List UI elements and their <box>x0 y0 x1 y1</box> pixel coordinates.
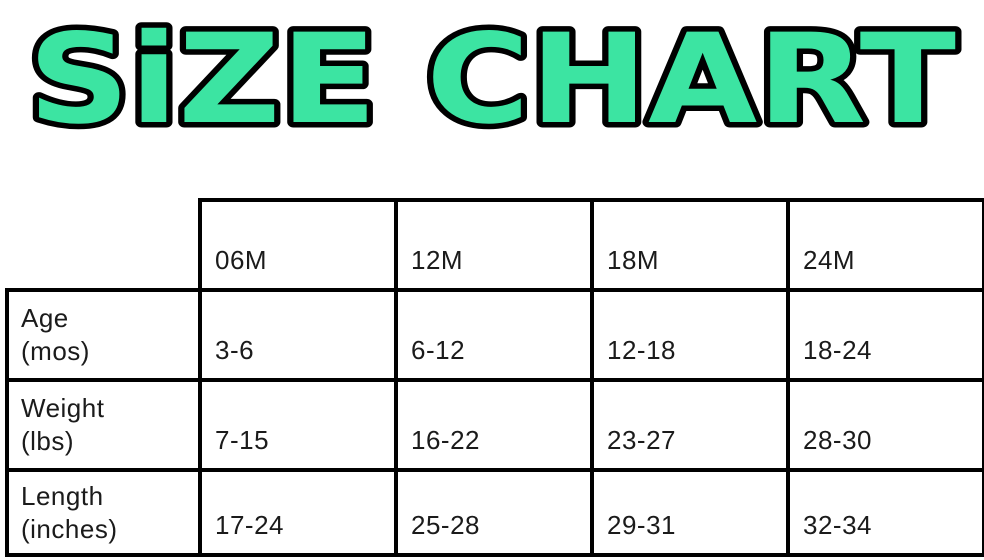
corner-cell <box>7 200 200 290</box>
column-header-24m: 24M <box>786 198 984 292</box>
table-cell: 12-18 <box>590 288 790 382</box>
table-cell: 3-6 <box>198 288 398 382</box>
row-label-unit: (inches) <box>21 513 118 544</box>
page-title: SiZE CHART <box>0 0 984 160</box>
row-label-age: Age (mos) <box>5 288 202 382</box>
table-row-weight: Weight (lbs) 7-15 16-22 23-27 28-30 <box>5 378 984 472</box>
row-label-name: Weight <box>21 393 105 423</box>
row-label-weight: Weight (lbs) <box>5 378 202 472</box>
table-cell: 6-12 <box>394 288 594 382</box>
table-cell: 29-31 <box>590 468 790 557</box>
table-cell: 28-30 <box>786 378 984 472</box>
table-cell: 18-24 <box>786 288 984 382</box>
row-label-unit: (mos) <box>21 336 90 366</box>
table-cell: 7-15 <box>198 378 398 472</box>
table-cell: 17-24 <box>198 468 398 557</box>
size-chart-table: 06M 12M 18M 24M Age (mos) 3-6 6-12 12-18… <box>5 198 984 557</box>
table-header-row: 06M 12M 18M 24M <box>7 198 984 292</box>
row-label-name: Age <box>21 303 69 333</box>
row-label-unit: (lbs) <box>21 426 75 456</box>
table-cell: 25-28 <box>394 468 594 557</box>
table-cell: 32-34 <box>786 468 984 557</box>
table-cell: 23-27 <box>590 378 790 472</box>
table-row-length: Length (inches) 17-24 25-28 29-31 32-34 <box>5 468 984 557</box>
column-header-18m: 18M <box>590 198 790 292</box>
column-header-06m: 06M <box>198 198 398 292</box>
table-cell: 16-22 <box>394 378 594 472</box>
row-label-length: Length (inches) <box>5 468 202 557</box>
title-bubble-art: SiZE CHART <box>23 3 962 158</box>
row-label-name: Length <box>21 480 104 511</box>
table-row-age: Age (mos) 3-6 6-12 12-18 18-24 <box>5 288 984 382</box>
column-header-12m: 12M <box>394 198 594 292</box>
title-text: SiZE CHART <box>28 8 956 152</box>
